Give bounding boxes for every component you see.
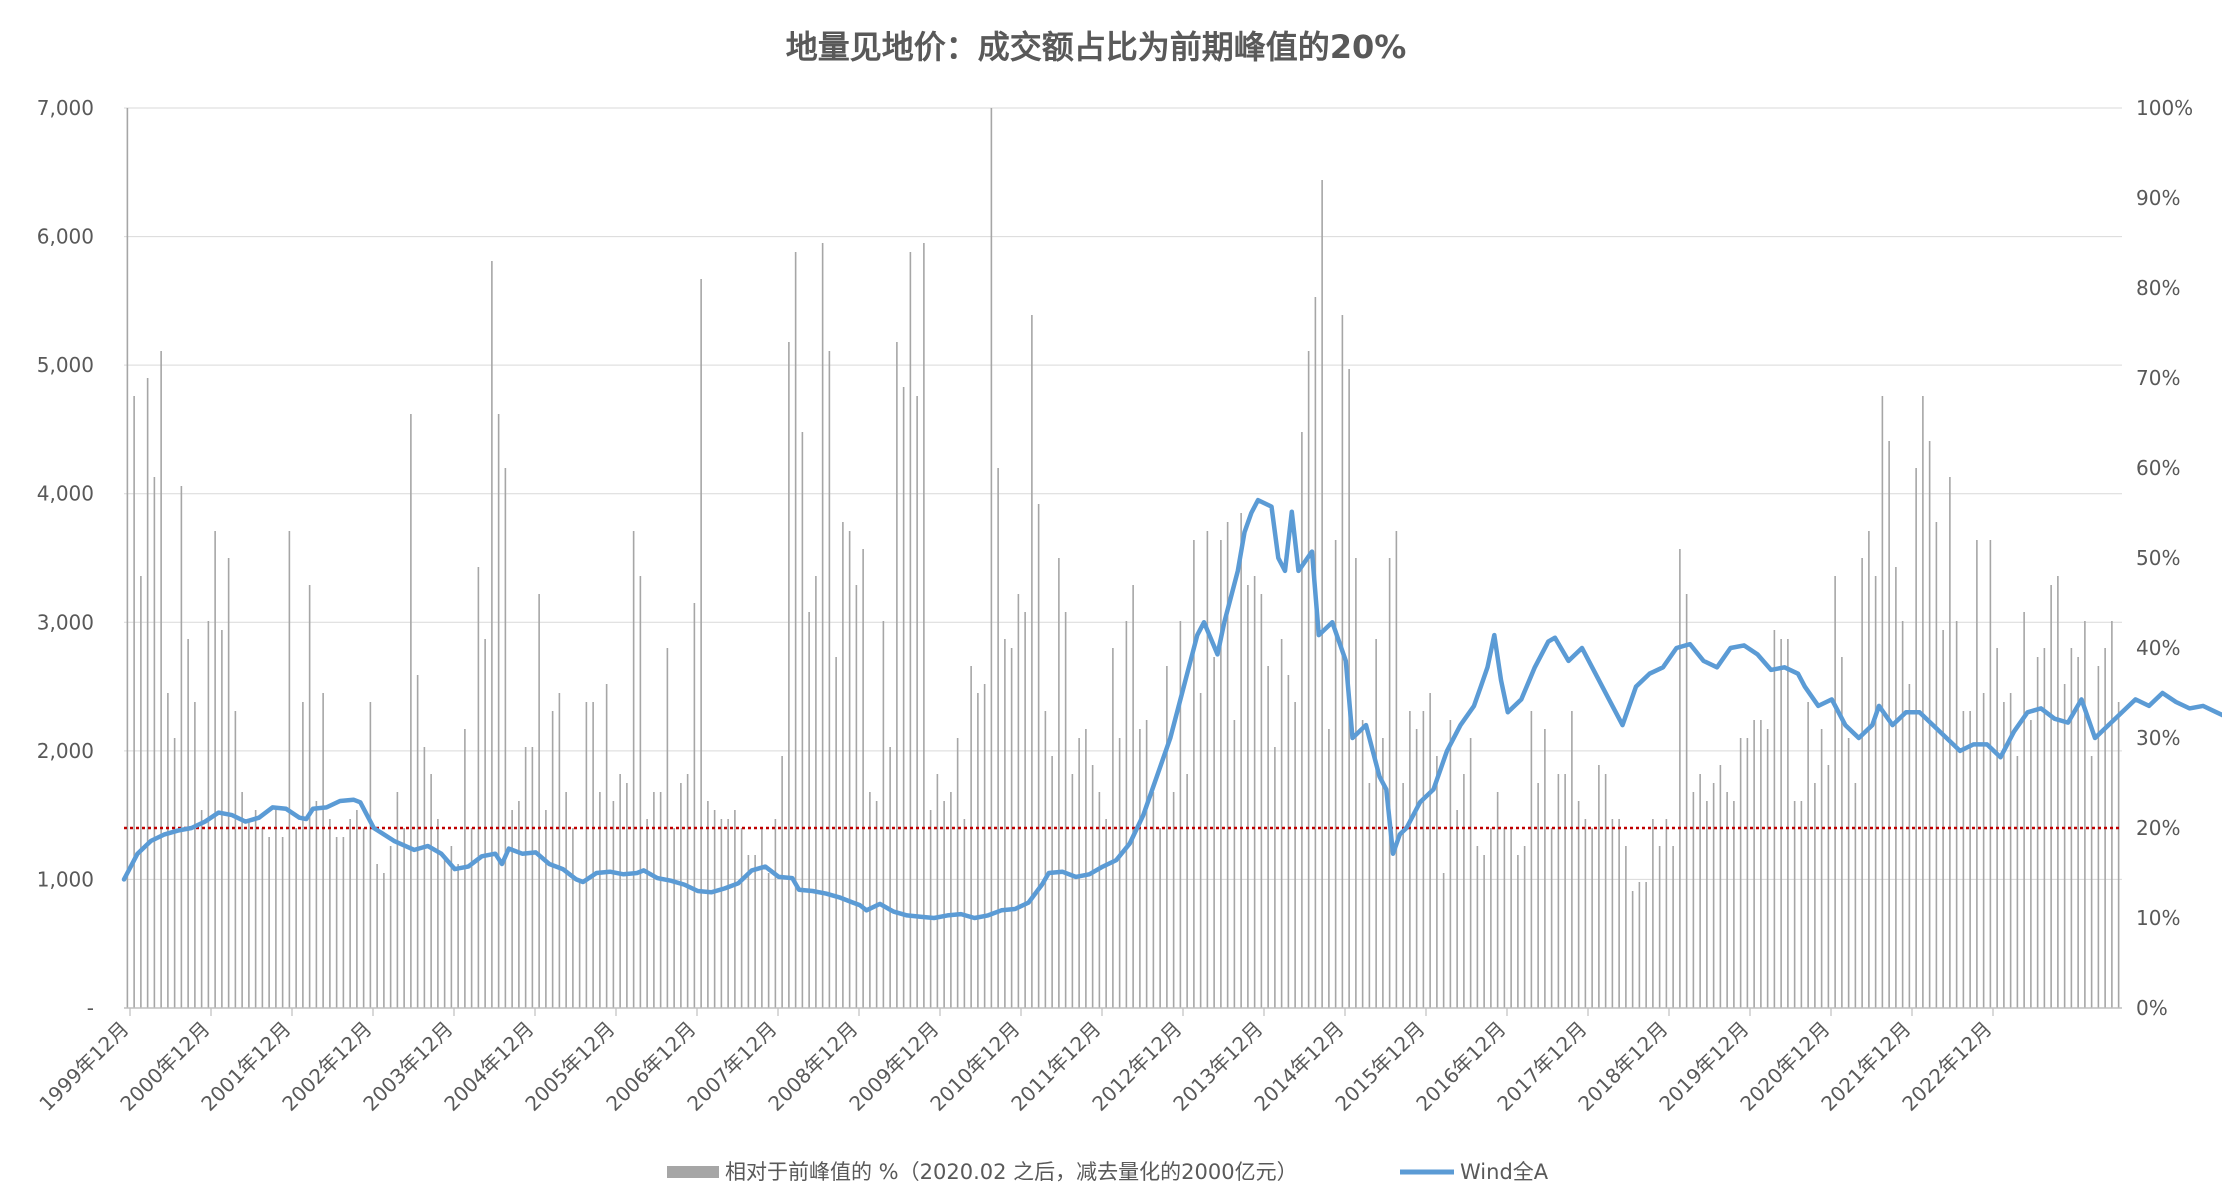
x-axis-ticks: 1999年12月2000年12月2001年12月2002年12月2003年12月… (34, 1017, 1996, 1116)
y-axis-left-ticks: - 1,000 2,000 3,000 4,000 5,000 6,000 7,000 (37, 96, 94, 1020)
y-right-tick-label: 100% (2136, 96, 2193, 120)
legend-label-bar: 相对于前峰值的 %（2020.02 之后，减去量化的2000亿元） (725, 1160, 1298, 1184)
line-series-wind-a (121, 497, 2222, 921)
y-left-tick-label: - (87, 996, 94, 1020)
bar-series (126, 108, 2120, 1008)
y-axis-right-ticks: 0% 10% 20% 30% 40% 50% 60% 70% 80% 90% 100% (2136, 96, 2193, 1020)
y-right-tick-label: 40% (2136, 636, 2180, 660)
chart-title: 地量见地价：成交额占比为前期峰值的20% (786, 28, 1407, 66)
y-left-tick-label: 6,000 (37, 225, 94, 249)
axes (124, 1007, 2122, 1016)
y-left-tick-label: 1,000 (37, 867, 94, 891)
y-right-tick-label: 30% (2136, 726, 2180, 750)
y-right-tick-label: 50% (2136, 546, 2180, 570)
y-left-tick-label: 4,000 (37, 482, 94, 506)
y-right-tick-label: 20% (2136, 816, 2180, 840)
legend-swatch-bar (667, 1166, 719, 1178)
y-right-tick-label: 0% (2136, 996, 2168, 1020)
gridlines (124, 107, 2122, 880)
y-right-tick-label: 10% (2136, 906, 2180, 930)
y-right-tick-label: 90% (2136, 186, 2180, 210)
y-right-tick-label: 60% (2136, 456, 2180, 480)
y-left-tick-label: 2,000 (37, 739, 94, 763)
y-left-tick-label: 5,000 (37, 353, 94, 377)
legend: 相对于前峰值的 %（2020.02 之后，减去量化的2000亿元） Wind全A (667, 1160, 1549, 1184)
legend-label-line: Wind全A (1460, 1160, 1549, 1184)
y-left-tick-label: 7,000 (37, 96, 94, 120)
y-right-tick-label: 80% (2136, 276, 2180, 300)
y-right-tick-label: 70% (2136, 366, 2180, 390)
y-left-tick-label: 3,000 (37, 610, 94, 634)
